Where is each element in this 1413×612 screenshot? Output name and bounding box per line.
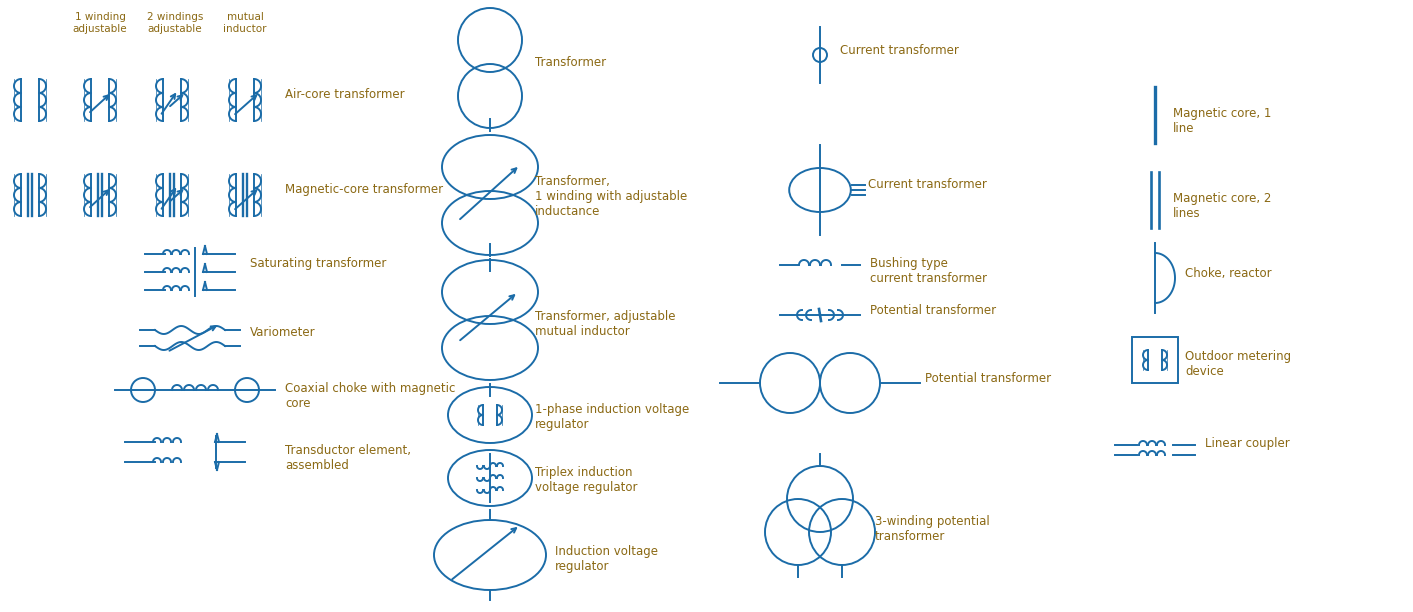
Text: Transformer: Transformer bbox=[536, 56, 606, 70]
Text: Variometer: Variometer bbox=[250, 326, 315, 340]
Text: Linear coupler: Linear coupler bbox=[1205, 436, 1290, 449]
Text: Outdoor metering
device: Outdoor metering device bbox=[1186, 350, 1291, 378]
Text: Coaxial choke with magnetic
core: Coaxial choke with magnetic core bbox=[285, 382, 455, 410]
Text: mutual
inductor: mutual inductor bbox=[223, 12, 267, 34]
Text: Magnetic-core transformer: Magnetic-core transformer bbox=[285, 184, 444, 196]
Text: Potential transformer: Potential transformer bbox=[926, 371, 1051, 384]
Text: Choke, reactor: Choke, reactor bbox=[1186, 266, 1272, 280]
Text: 3-winding potential
transformer: 3-winding potential transformer bbox=[875, 515, 989, 543]
Text: Magnetic core, 1
line: Magnetic core, 1 line bbox=[1173, 107, 1272, 135]
Text: Current transformer: Current transformer bbox=[839, 43, 959, 56]
Text: 2 windings
adjustable: 2 windings adjustable bbox=[147, 12, 203, 34]
Text: Saturating transformer: Saturating transformer bbox=[250, 258, 386, 271]
Text: Bushing type
current transformer: Bushing type current transformer bbox=[870, 257, 988, 285]
Text: Potential transformer: Potential transformer bbox=[870, 304, 996, 316]
Text: Transformer, adjustable
mutual inductor: Transformer, adjustable mutual inductor bbox=[536, 310, 675, 338]
Bar bbox=[1132, 337, 1178, 383]
Text: Induction voltage
regulator: Induction voltage regulator bbox=[555, 545, 658, 573]
Text: Triplex induction
voltage regulator: Triplex induction voltage regulator bbox=[536, 466, 637, 494]
Text: 1-phase induction voltage
regulator: 1-phase induction voltage regulator bbox=[536, 403, 690, 431]
Text: Transformer,
1 winding with adjustable
inductance: Transformer, 1 winding with adjustable i… bbox=[536, 175, 687, 218]
Text: Magnetic core, 2
lines: Magnetic core, 2 lines bbox=[1173, 192, 1272, 220]
Text: 1 winding
adjustable: 1 winding adjustable bbox=[72, 12, 127, 34]
Text: Transductor element,
assembled: Transductor element, assembled bbox=[285, 444, 411, 472]
Text: Current transformer: Current transformer bbox=[868, 179, 986, 192]
Text: Air-core transformer: Air-core transformer bbox=[285, 89, 404, 102]
